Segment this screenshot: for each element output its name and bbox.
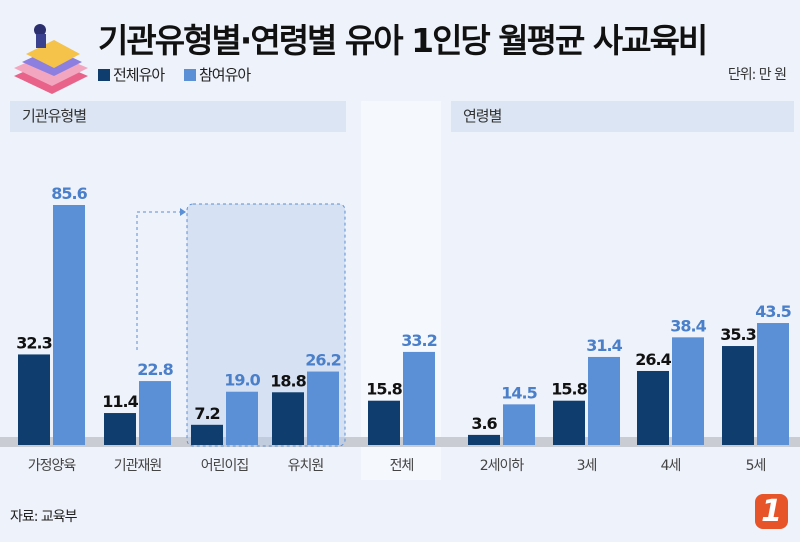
data-label: 3.6 [471,414,497,433]
data-label: 19.0 [224,371,260,390]
logo-mark: 1 [755,494,788,529]
category-label: 5세 [746,458,766,474]
bar [403,351,435,445]
category-label: 2세이하 [480,458,525,474]
bar [18,354,50,445]
bar [53,205,85,445]
bar [757,323,789,445]
category-label: 기관재원 [114,458,162,474]
legend-item-participating: 참여유아 [184,64,251,85]
data-label: 32.3 [16,333,51,352]
legend-label: 전체유아 [113,66,165,84]
legend-label: 참여유아 [199,66,251,84]
bar [191,424,223,445]
legend-swatch [98,69,110,81]
data-label: 43.5 [755,302,791,321]
books-illustration [10,18,92,98]
bar [139,381,171,445]
breakdown-highlight-box [186,203,346,447]
data-label: 31.4 [586,336,622,355]
bar [104,413,136,445]
bar [368,400,400,445]
bar [722,346,754,445]
arrow-head-icon [180,208,186,216]
data-label: 11.4 [102,392,138,411]
data-label: 15.8 [551,380,587,399]
bar [637,370,669,445]
data-label: 7.2 [194,404,219,423]
legend-item-total: 전체유아 [98,64,165,85]
category-label: 어린이집 [201,458,249,474]
bar [226,391,258,445]
bar [503,404,535,445]
data-label: 18.8 [270,371,306,390]
source-note: 자료: 교육부 [10,509,78,525]
bar [553,400,585,445]
data-label: 33.2 [401,331,436,350]
data-label: 26.4 [635,350,671,369]
data-label: 26.2 [305,351,340,370]
data-label: 35.3 [720,325,755,344]
unit-label: 단위: 만 원 [727,67,787,83]
section-age: 연령별 [451,101,794,132]
data-label: 14.5 [501,383,537,402]
bar [588,356,620,445]
data-label: 15.8 [366,380,402,399]
bar [468,434,500,445]
category-label: 유치원 [288,458,324,474]
bar [272,392,304,445]
category-label: 가정양육 [28,458,77,474]
section-institution: 기관유형별 [10,101,346,132]
data-label: 22.8 [137,360,173,379]
category-label: 4세 [661,458,681,474]
bar [307,371,339,445]
chart-title: 기관유형별·연령별 유아 1인당 월평균 사교육비 [98,21,708,60]
breakdown-arrow [136,211,180,350]
legend-swatch [184,69,196,81]
bar [672,337,704,445]
data-label: 38.4 [670,316,706,335]
category-label: 전체 [390,458,414,474]
data-label: 85.6 [51,184,87,203]
category-label: 3세 [577,458,597,474]
news1-logo: 1 [753,494,788,529]
